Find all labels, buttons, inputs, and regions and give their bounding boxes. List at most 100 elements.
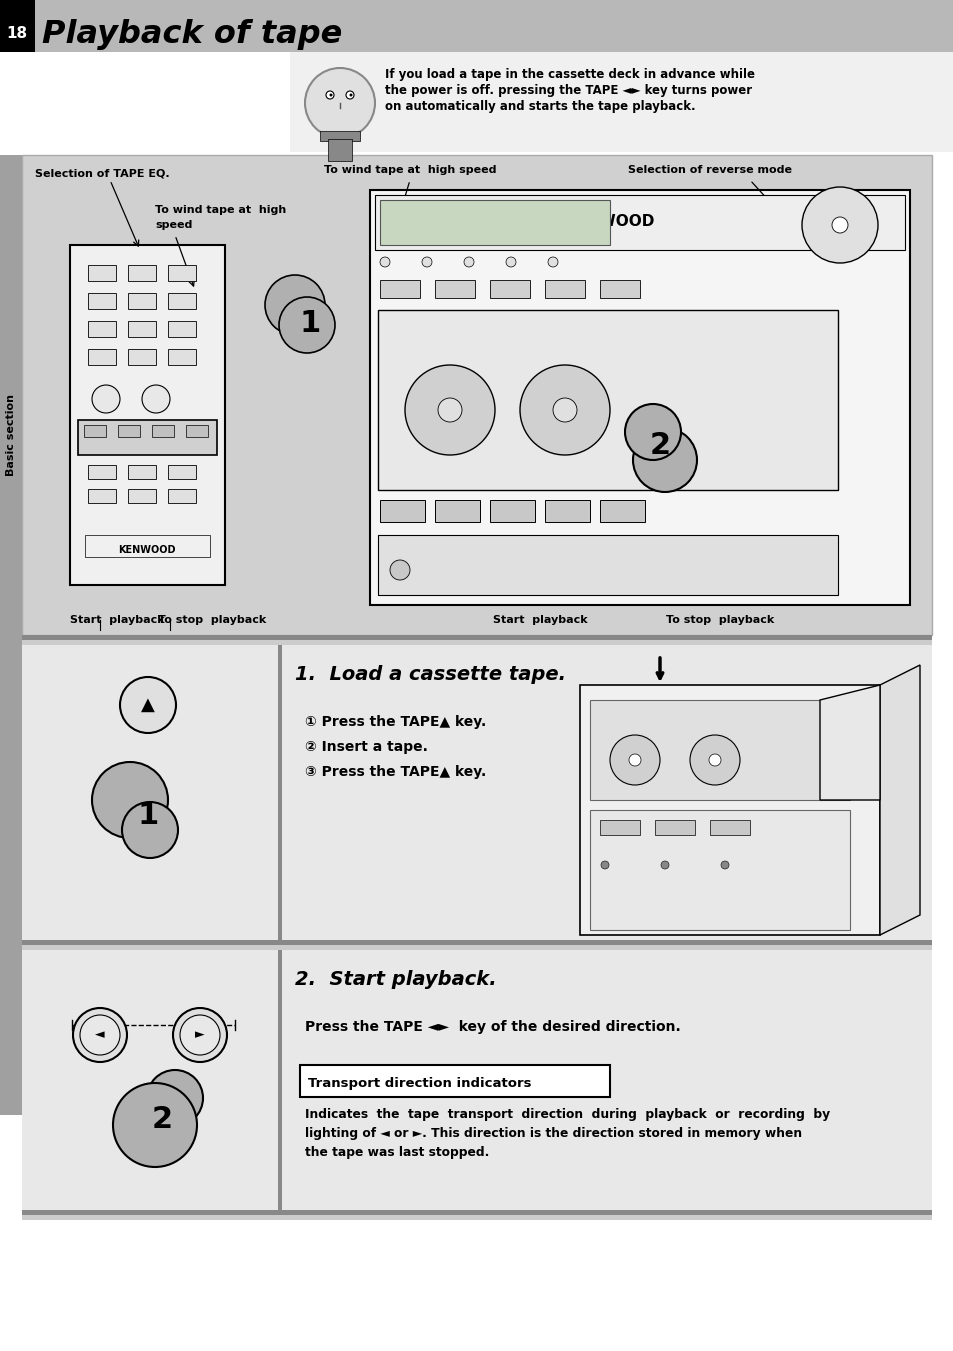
- Circle shape: [547, 257, 558, 267]
- Text: 1: 1: [137, 801, 158, 830]
- Bar: [599, 500, 644, 521]
- Text: speed: speed: [154, 220, 193, 230]
- Circle shape: [720, 861, 728, 869]
- Bar: [579, 685, 879, 935]
- Circle shape: [379, 257, 390, 267]
- Bar: [88, 293, 116, 309]
- Bar: [22, 940, 931, 944]
- Bar: [168, 349, 195, 365]
- Bar: [277, 644, 282, 940]
- Text: 1.  Load a cassette tape.: 1. Load a cassette tape.: [294, 665, 565, 684]
- Bar: [599, 280, 639, 299]
- Circle shape: [437, 399, 461, 422]
- Bar: [599, 820, 639, 835]
- Circle shape: [390, 561, 410, 580]
- Bar: [379, 280, 419, 299]
- Bar: [379, 200, 609, 245]
- Text: the power is off. pressing the TAPE ◄► key turns power: the power is off. pressing the TAPE ◄► k…: [385, 84, 751, 97]
- Circle shape: [80, 1015, 120, 1055]
- Circle shape: [278, 297, 335, 353]
- Circle shape: [633, 428, 697, 492]
- Text: To wind tape at  high: To wind tape at high: [154, 205, 286, 215]
- Circle shape: [346, 91, 354, 99]
- Text: ② Insert a tape.: ② Insert a tape.: [305, 740, 428, 754]
- Circle shape: [421, 257, 432, 267]
- Text: ▲: ▲: [141, 696, 154, 713]
- Bar: [490, 280, 530, 299]
- Bar: [277, 950, 282, 1210]
- Bar: [328, 139, 352, 161]
- Bar: [0, 155, 22, 1115]
- Bar: [0, 0, 35, 51]
- Bar: [655, 820, 695, 835]
- Bar: [22, 950, 931, 1210]
- Circle shape: [265, 276, 325, 335]
- Bar: [319, 131, 359, 141]
- Text: Start  playback: Start playback: [492, 615, 587, 626]
- Bar: [128, 465, 156, 480]
- Circle shape: [142, 385, 170, 413]
- Circle shape: [405, 365, 495, 455]
- Circle shape: [73, 1008, 127, 1062]
- Text: lighting of ◄ or ►. This direction is the direction stored in memory when: lighting of ◄ or ►. This direction is th…: [305, 1127, 801, 1140]
- Text: Start  playback: Start playback: [70, 615, 164, 626]
- Text: To stop  playback: To stop playback: [665, 615, 773, 626]
- Circle shape: [180, 1015, 220, 1055]
- Circle shape: [600, 861, 608, 869]
- Bar: [589, 700, 849, 800]
- Circle shape: [624, 404, 680, 459]
- Bar: [128, 293, 156, 309]
- Text: 2: 2: [152, 1105, 172, 1135]
- Text: KENWOOD: KENWOOD: [564, 215, 655, 230]
- Circle shape: [553, 399, 577, 422]
- Circle shape: [326, 91, 334, 99]
- Text: KENWOOD: KENWOOD: [118, 544, 175, 555]
- Text: To wind tape at  high speed: To wind tape at high speed: [323, 165, 496, 176]
- Bar: [0, 0, 953, 51]
- Bar: [85, 535, 210, 557]
- Bar: [490, 500, 535, 521]
- Bar: [70, 245, 225, 585]
- Bar: [544, 280, 584, 299]
- Circle shape: [505, 257, 516, 267]
- Text: Basic section: Basic section: [6, 394, 16, 476]
- Bar: [128, 489, 156, 503]
- Circle shape: [122, 802, 178, 858]
- Text: Indicates  the  tape  transport  direction  during  playback  or  recording  by: Indicates the tape transport direction d…: [305, 1108, 829, 1121]
- Bar: [375, 195, 904, 250]
- Bar: [118, 426, 140, 436]
- Bar: [435, 500, 479, 521]
- Bar: [88, 322, 116, 336]
- Circle shape: [147, 1070, 203, 1125]
- Circle shape: [91, 762, 168, 838]
- Bar: [152, 426, 173, 436]
- Circle shape: [112, 1084, 196, 1167]
- Bar: [22, 944, 931, 950]
- Circle shape: [609, 735, 659, 785]
- Bar: [22, 1215, 931, 1220]
- Bar: [377, 535, 837, 594]
- Circle shape: [801, 186, 877, 263]
- Text: Playback of tape: Playback of tape: [42, 19, 342, 50]
- Circle shape: [463, 257, 474, 267]
- Circle shape: [329, 93, 333, 96]
- Circle shape: [91, 385, 120, 413]
- Bar: [22, 644, 931, 940]
- Bar: [22, 155, 931, 635]
- Polygon shape: [820, 685, 879, 800]
- Text: ◄: ◄: [95, 1028, 105, 1042]
- Bar: [544, 500, 589, 521]
- Circle shape: [120, 677, 175, 734]
- Bar: [168, 265, 195, 281]
- Circle shape: [708, 754, 720, 766]
- Text: 2.  Start playback.: 2. Start playback.: [294, 970, 497, 989]
- Bar: [128, 322, 156, 336]
- Bar: [589, 811, 849, 929]
- Circle shape: [519, 365, 609, 455]
- Bar: [22, 635, 931, 640]
- Text: Selection of reverse mode: Selection of reverse mode: [627, 165, 791, 176]
- Circle shape: [689, 735, 740, 785]
- Text: 2: 2: [649, 431, 670, 459]
- Bar: [370, 190, 909, 605]
- Text: Transport direction indicators: Transport direction indicators: [308, 1078, 531, 1090]
